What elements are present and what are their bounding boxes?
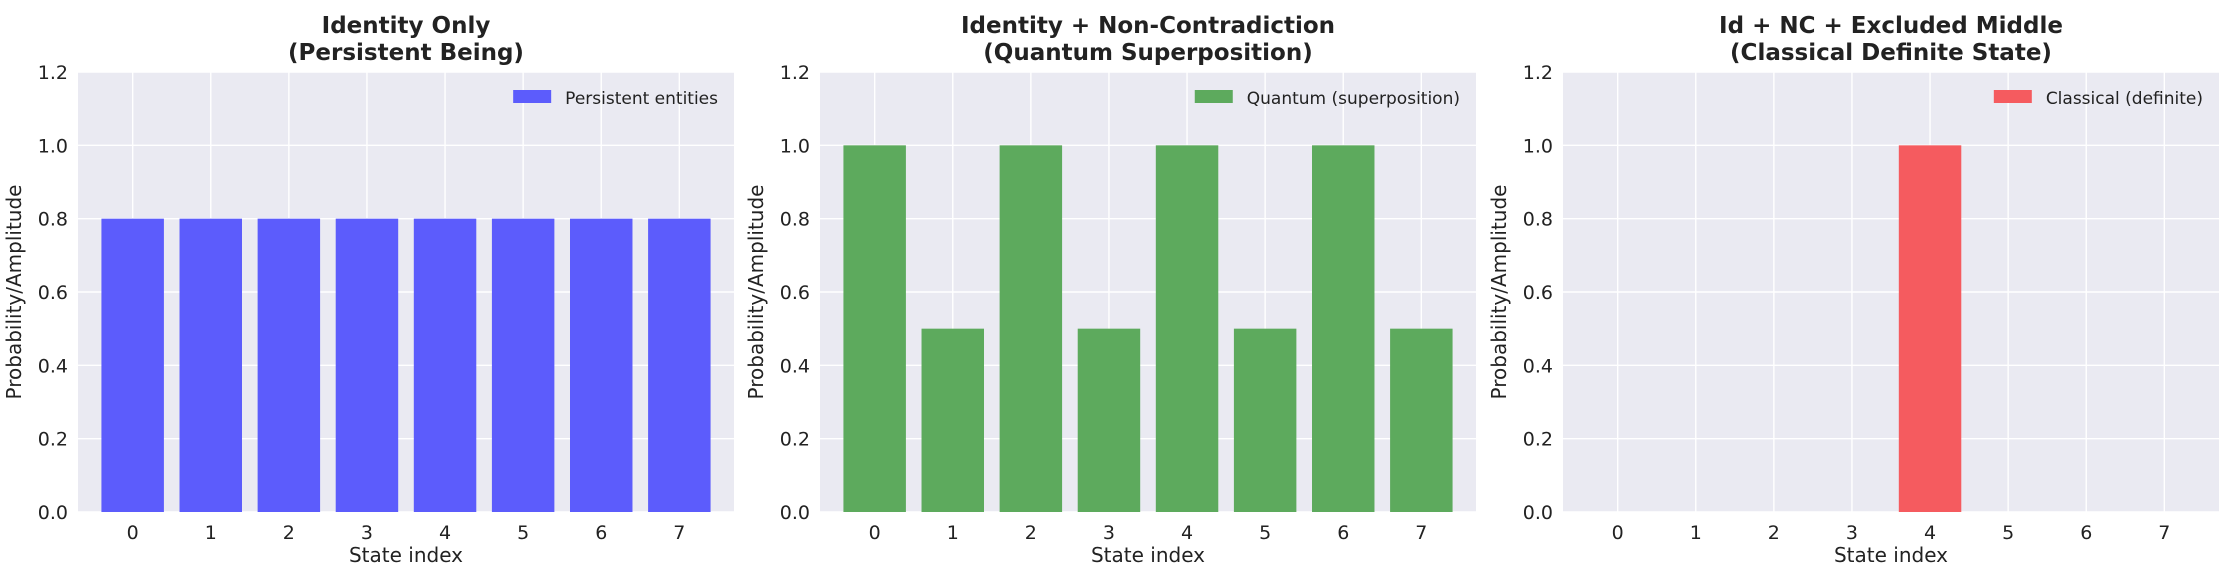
x-tick-label: 1 [947, 522, 959, 544]
bar-5 [1233, 328, 1297, 512]
y-tick-label: 0.2 [1523, 429, 1553, 451]
x-tick-label: 4 [439, 522, 451, 544]
bar-4 [413, 218, 477, 512]
y-axis-label: Probability/Amplitude [744, 185, 768, 400]
y-tick-label: 0.2 [38, 429, 68, 451]
x-tick-label: 6 [595, 522, 607, 544]
chart-subtitle: (Quantum Superposition) [983, 40, 1312, 66]
y-tick-label: 0.8 [780, 209, 810, 231]
legend-label: Classical (definite) [2046, 89, 2203, 109]
y-tick-label: 0.0 [780, 502, 810, 524]
bar-0 [101, 218, 164, 512]
x-tick-label: 6 [2080, 522, 2092, 544]
bar-7 [648, 218, 711, 512]
x-tick-label: 7 [673, 522, 685, 544]
bar-2 [257, 218, 321, 512]
y-tick-label: 0.6 [1523, 282, 1553, 304]
y-tick-label: 1.0 [38, 135, 68, 157]
bar-6 [570, 218, 633, 512]
bar-3 [335, 218, 399, 512]
legend: Quantum (superposition) [1194, 89, 1460, 109]
x-tick-label: 3 [361, 522, 373, 544]
x-tick-label: 0 [127, 522, 139, 544]
y-tick-label: 0.0 [38, 502, 68, 524]
x-tick-label: 4 [1924, 522, 1936, 544]
x-tick-label: 1 [1690, 522, 1702, 544]
x-tick-label: 7 [2158, 522, 2170, 544]
legend-swatch [1194, 90, 1233, 103]
y-tick-label: 0.4 [1523, 355, 1553, 377]
x-tick-label: 4 [1181, 522, 1193, 544]
y-tick-label: 1.2 [38, 62, 68, 84]
bar-4 [1898, 145, 1962, 513]
x-tick-label: 2 [1768, 522, 1780, 544]
x-tick-label: 1 [205, 522, 217, 544]
y-tick-label: 0.0 [1523, 502, 1553, 524]
x-axis-label: State index [1091, 543, 1205, 567]
x-tick-label: 3 [1846, 522, 1858, 544]
bar-1 [179, 218, 242, 512]
x-tick-label: 3 [1103, 522, 1115, 544]
y-tick-label: 0.8 [38, 209, 68, 231]
y-tick-label: 0.4 [780, 355, 810, 377]
y-tick-label: 1.0 [780, 135, 810, 157]
y-tick-label: 0.8 [1523, 209, 1553, 231]
y-tick-label: 1.0 [1523, 135, 1553, 157]
y-tick-label: 1.2 [780, 62, 810, 84]
chart-subtitle: (Classical Definite State) [1730, 40, 2052, 66]
y-tick-label: 0.4 [38, 355, 68, 377]
chart-title: Id + NC + Excluded Middle [1719, 13, 2063, 39]
y-tick-label: 1.2 [1523, 62, 1553, 84]
x-tick-label: 7 [1415, 522, 1427, 544]
bar-2 [999, 145, 1063, 513]
x-tick-label: 5 [2002, 522, 2014, 544]
bar-7 [1390, 328, 1453, 512]
y-axis-label: Probability/Amplitude [2, 185, 26, 400]
x-tick-label: 0 [869, 522, 881, 544]
legend-label: Persistent entities [565, 89, 718, 109]
bar-1 [921, 328, 984, 512]
x-axis-label: State index [1834, 543, 1948, 567]
chart-title: Identity Only [322, 13, 491, 39]
legend-swatch [1993, 90, 2032, 103]
y-tick-label: 0.2 [780, 429, 810, 451]
y-tick-label: 0.6 [38, 282, 68, 304]
legend: Persistent entities [513, 89, 718, 109]
x-tick-label: 5 [1259, 522, 1271, 544]
x-axis-label: State index [349, 543, 463, 567]
x-tick-label: 5 [517, 522, 529, 544]
y-tick-label: 0.6 [780, 282, 810, 304]
legend: Classical (definite) [1993, 89, 2203, 109]
chart-title: Identity + Non-Contradiction [961, 13, 1335, 39]
bar-4 [1155, 145, 1219, 513]
chart-panel-1: 0.0 0.2 0.4 0.6 0.8 1.0 1.2 0 1 2 3 4 5 6 7 State index… [744, 13, 1476, 567]
y-axis-label: Probability/Amplitude [1487, 185, 1511, 400]
bar-0 [843, 145, 906, 513]
bar-6 [1312, 145, 1375, 513]
chart-panel-2: 0.0 0.2 0.4 0.6 0.8 1.0 1.2 0 1 2 3 4 5 6 7 State index… [1487, 13, 2219, 567]
x-tick-label: 2 [1025, 522, 1037, 544]
bar-3 [1077, 328, 1141, 512]
chart-subtitle: (Persistent Being) [288, 40, 524, 66]
x-tick-label: 2 [283, 522, 295, 544]
legend-label: Quantum (superposition) [1247, 89, 1460, 109]
x-tick-label: 6 [1337, 522, 1349, 544]
bar-5 [491, 218, 555, 512]
legend-swatch [513, 90, 552, 103]
x-tick-label: 0 [1612, 522, 1624, 544]
chart-panel-0: 0.0 0.2 0.4 0.6 0.8 1.0 1.2 0 1 2 3 4 5 6 7 State index… [2, 13, 734, 567]
